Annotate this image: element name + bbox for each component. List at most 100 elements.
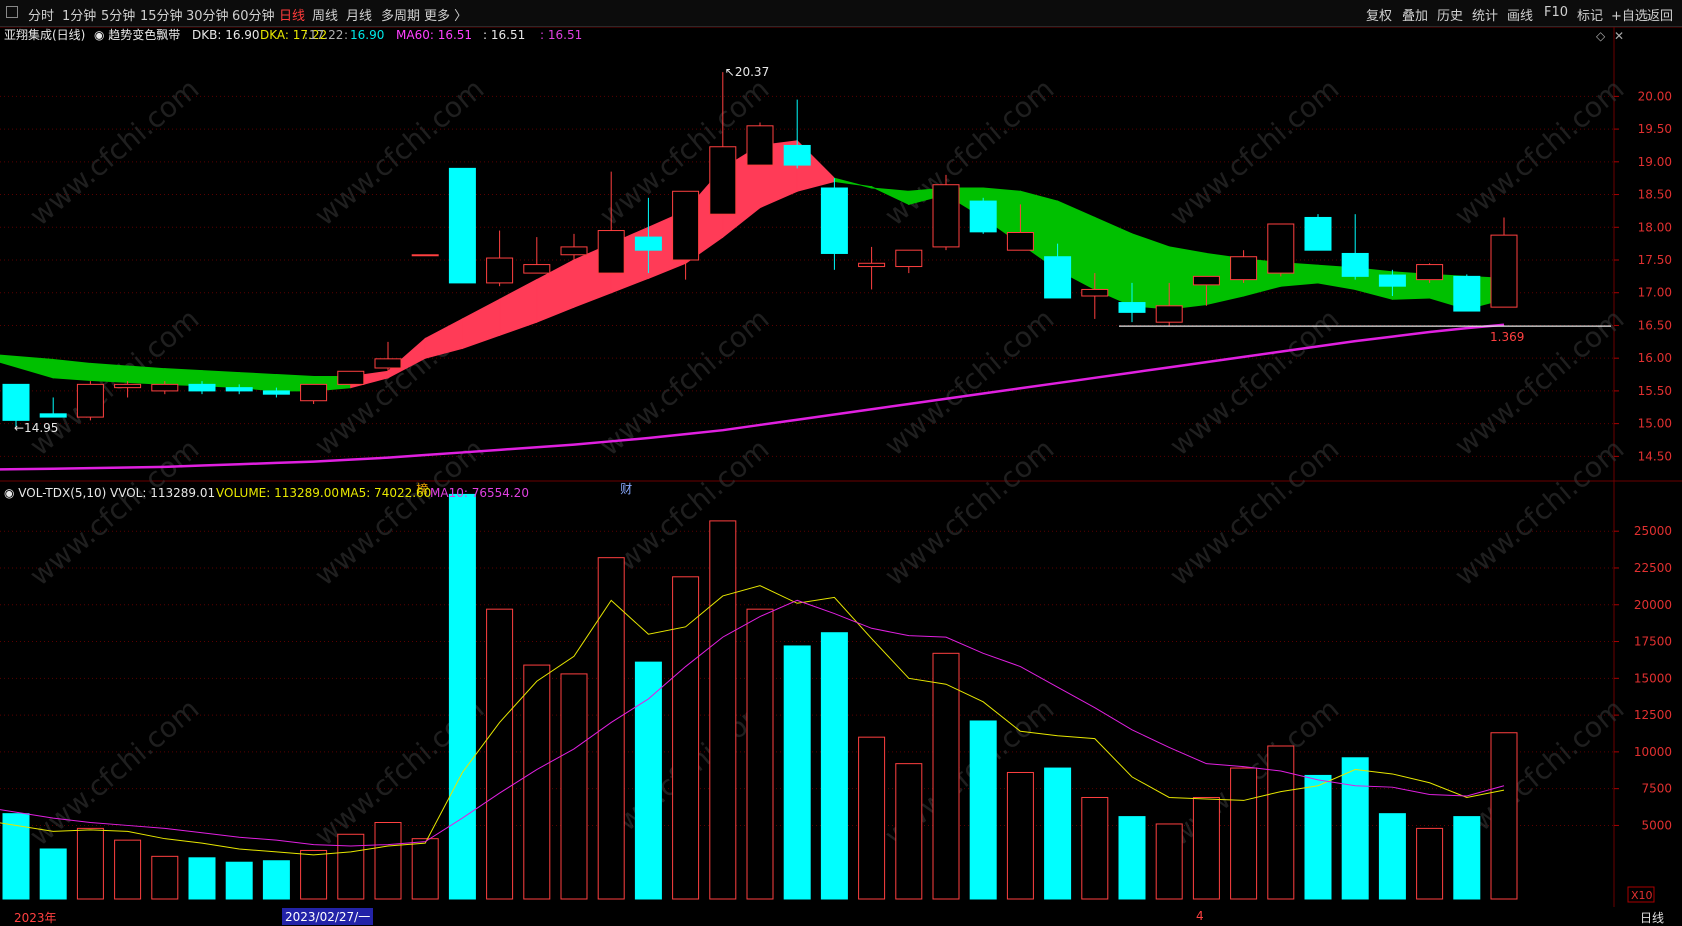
volume-ma10-line	[0, 599, 1505, 847]
volume-bar	[783, 645, 811, 900]
volume-bar	[1081, 796, 1109, 900]
separator-colon: :	[344, 28, 348, 42]
candle-body	[114, 383, 142, 389]
candle-body	[262, 390, 290, 395]
close-icon[interactable]: ✕	[1614, 29, 1624, 43]
volume-bar	[1341, 757, 1369, 900]
candle-body	[746, 125, 774, 166]
candle-body	[300, 383, 328, 402]
period-tab-7[interactable]: 周线	[312, 9, 339, 24]
candle-body	[151, 383, 179, 392]
toolbar-action-8[interactable]: 返回	[1647, 9, 1674, 24]
ma60-value: MA60: 16.51	[396, 28, 472, 42]
volume-bar	[932, 652, 960, 900]
period-tab-8[interactable]: 月线	[346, 9, 373, 24]
period-tab-9[interactable]: 多周期	[381, 9, 421, 24]
period-tab-5[interactable]: 60分钟	[232, 9, 275, 24]
volume-bar	[1490, 732, 1518, 900]
period-tab-3[interactable]: 15分钟	[140, 9, 183, 24]
period-label[interactable]: 日线	[1640, 911, 1665, 925]
stock-name-label[interactable]: 亚翔集成(日线)	[4, 27, 85, 42]
volume-bar	[1118, 816, 1146, 900]
trend-ribbon-segment	[89, 362, 129, 383]
candle-body	[709, 146, 737, 215]
toolbar-action-3[interactable]: 统计	[1472, 9, 1499, 24]
indicator-name-label[interactable]: ◉ 趋势变色飘带	[94, 27, 180, 42]
separator-colon: :	[304, 28, 308, 42]
volume-ma5-line	[0, 585, 1505, 856]
candle-body	[411, 254, 439, 257]
volume-tick-label: 22500	[1634, 561, 1672, 575]
volume-bar	[1230, 767, 1258, 900]
trend-ribbon-segment	[127, 365, 166, 385]
volume-bar	[486, 608, 514, 900]
volume-bar	[709, 520, 737, 900]
toolbar-action-4[interactable]: 画线	[1507, 9, 1534, 24]
period-tab-0[interactable]: 分时	[28, 9, 55, 24]
candle-body	[1304, 216, 1332, 251]
trend-ribbon-segment	[52, 358, 91, 381]
price-tick-label: 19.50	[1638, 122, 1672, 136]
ma10-value: MA10: 76554.20	[430, 486, 529, 500]
chart-area[interactable]: 14.50 15.00 15.50 16.00 16.50 17.00 17.50 18.00…	[0, 27, 1682, 907]
volume-bar	[411, 838, 439, 900]
volume-bar	[1155, 823, 1183, 900]
candle-body	[2, 383, 30, 421]
period-tab-4[interactable]: 30分钟	[186, 9, 229, 24]
volume-tick-label: 10000	[1634, 745, 1672, 759]
volume-bar	[1006, 771, 1034, 900]
price-tick-label: 15.00	[1638, 417, 1672, 431]
volume-unit-label: X10	[1631, 889, 1653, 902]
ma60-line	[0, 323, 1505, 471]
toolbar-action-7[interactable]: +自选	[1611, 9, 1648, 24]
volume-bar	[895, 763, 923, 900]
toolbar-action-1[interactable]: 叠加	[1402, 9, 1429, 24]
volume-bar	[262, 860, 290, 900]
candle-body	[225, 387, 253, 392]
diamond-icon[interactable]: ◇	[1596, 29, 1606, 43]
volume-bar	[39, 848, 67, 900]
date-axis-bar: 2023年 2023/02/27/一 4 日线	[0, 907, 1682, 925]
candle-body	[1378, 274, 1406, 287]
volume-bar	[374, 821, 402, 900]
toolbar-action-0[interactable]: 复权	[1366, 9, 1393, 24]
candle-body	[337, 370, 365, 385]
high-price-label: ↖20.37	[725, 65, 769, 79]
price-tick-label: 16.50	[1638, 318, 1672, 332]
candle-body	[1192, 275, 1220, 286]
toolbar-action-6[interactable]: 标记	[1577, 9, 1604, 24]
volume-bar	[634, 661, 662, 900]
candle-body	[374, 358, 402, 369]
dka-value-2: 17.22	[309, 28, 343, 42]
volume-bar	[76, 827, 104, 900]
period-tab-10[interactable]: 更多 〉	[424, 9, 468, 24]
event-marker[interactable]: 财	[620, 482, 632, 496]
low-price-label: ←14.95	[14, 421, 58, 435]
volume-bar	[1192, 796, 1220, 900]
volume-bar	[337, 833, 365, 900]
candle-body	[895, 249, 923, 268]
volume-tick-label: 12500	[1634, 708, 1672, 722]
price-tick-label: 15.50	[1638, 384, 1672, 398]
volume-bar	[820, 632, 848, 900]
toolbar-action-5[interactable]: F10	[1544, 5, 1569, 20]
volume-bar	[560, 673, 588, 900]
period-tab-2[interactable]: 5分钟	[101, 9, 136, 24]
candle-body	[597, 230, 625, 274]
volume-tick-label: 20000	[1634, 598, 1672, 612]
volume-bar	[1378, 813, 1406, 900]
price-tick-label: 18.50	[1638, 188, 1672, 202]
volume-tick-label: 5000	[1641, 818, 1672, 832]
period-tab-6[interactable]: 日线	[279, 9, 306, 24]
toolbar-action-2[interactable]: 历史	[1437, 9, 1464, 24]
month-label: 4	[1196, 909, 1204, 923]
period-tab-1[interactable]: 1分钟	[62, 9, 97, 24]
candle-body	[672, 190, 700, 261]
volume-bar	[1044, 767, 1072, 900]
price-tick-label: 17.00	[1638, 286, 1672, 300]
event-marker[interactable]: 榜	[416, 481, 428, 496]
year-label: 2023年	[14, 911, 57, 925]
volume-indicator-name[interactable]: ◉ VOL-TDX(5,10)	[4, 486, 106, 500]
volume-bar	[300, 849, 328, 900]
volume-bar	[188, 857, 216, 900]
